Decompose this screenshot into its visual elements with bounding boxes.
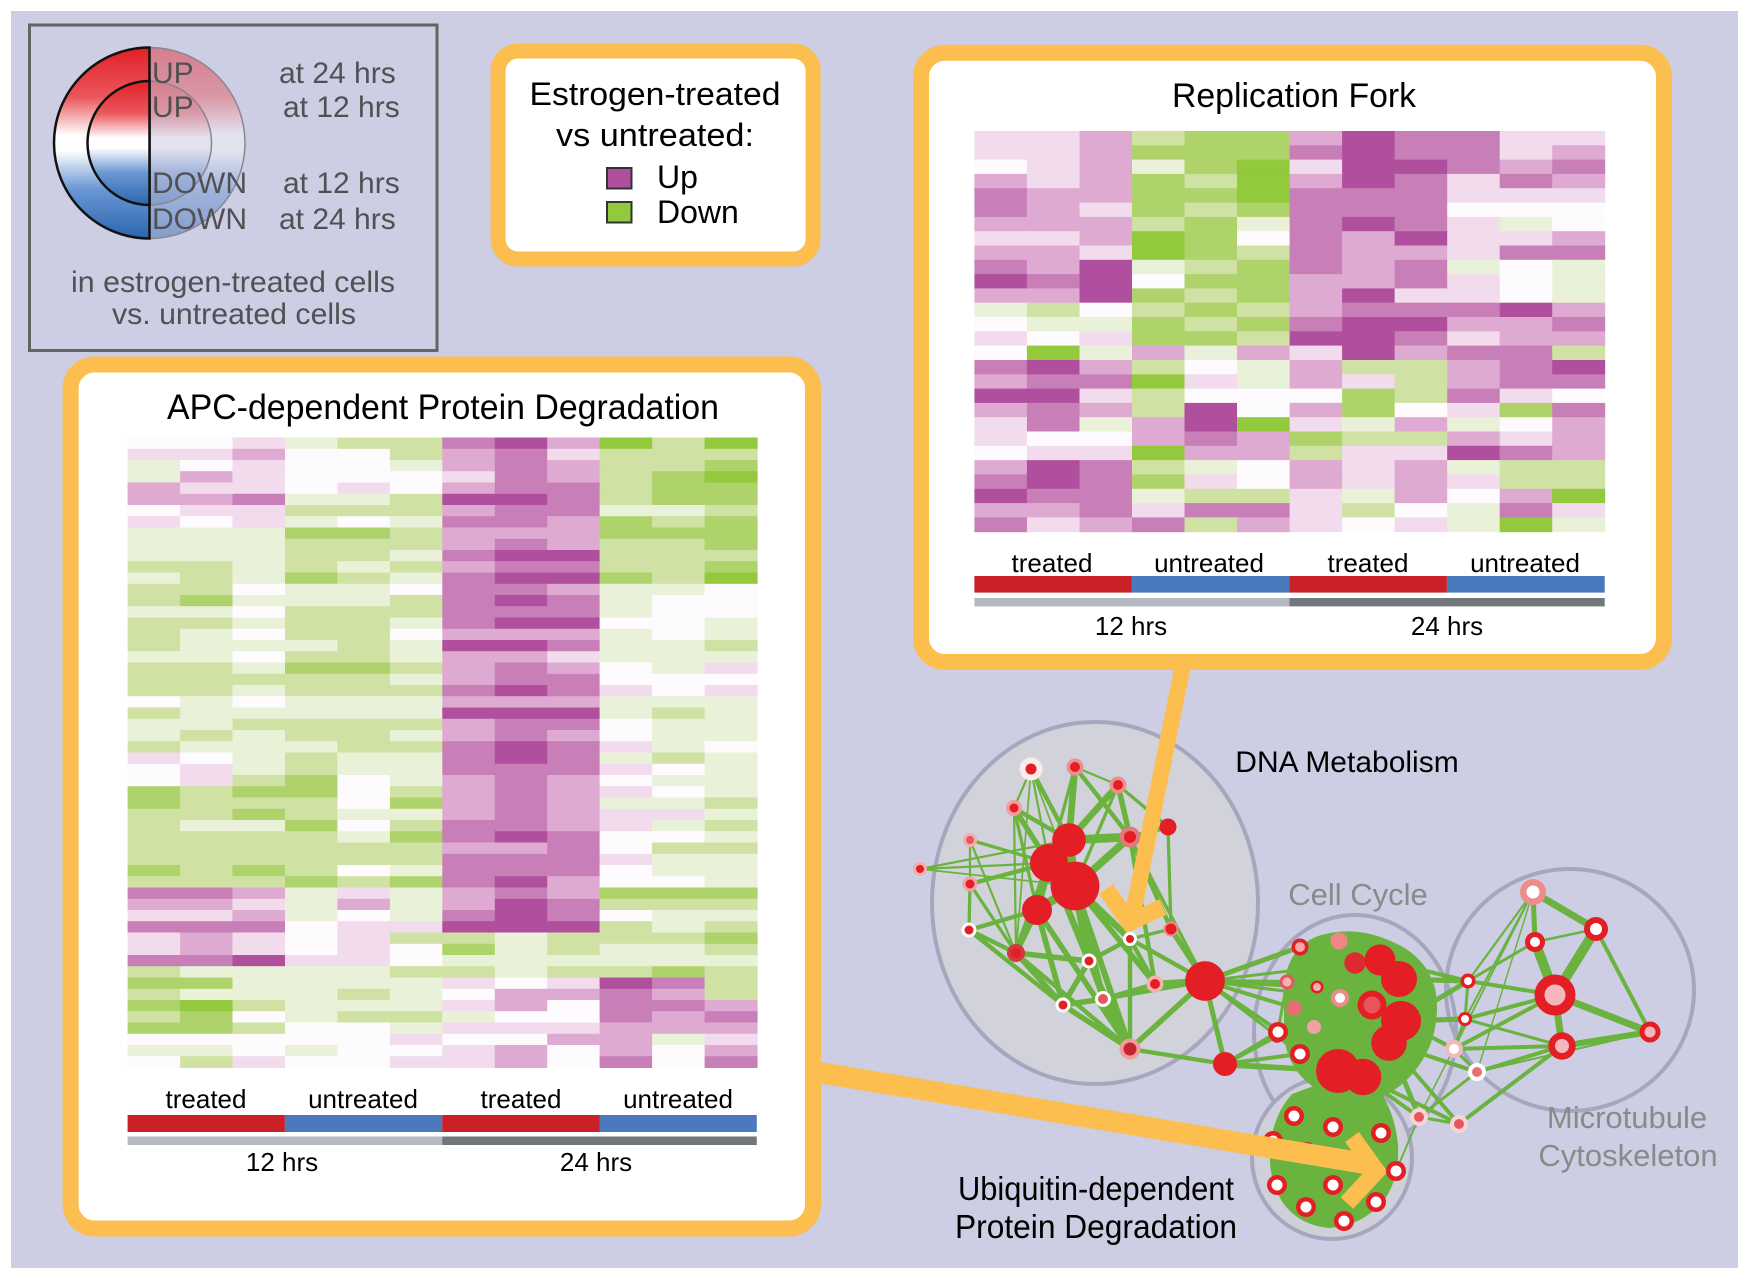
svg-text:Up: Up <box>657 159 698 195</box>
svg-text:untreated: untreated <box>1154 548 1264 578</box>
svg-text:at 24 hrs: at 24 hrs <box>279 57 396 90</box>
svg-text:12 hrs: 12 hrs <box>1095 611 1167 641</box>
svg-text:treated: treated <box>1328 548 1409 578</box>
svg-text:at 24 hrs: at 24 hrs <box>279 203 396 236</box>
svg-text:untreated: untreated <box>623 1084 733 1114</box>
svg-text:vs. untreated cells: vs. untreated cells <box>112 298 356 331</box>
svg-text:Estrogen-treated: Estrogen-treated <box>530 76 781 112</box>
svg-text:DNA Metabolism: DNA Metabolism <box>1235 746 1458 779</box>
svg-text:24 hrs: 24 hrs <box>560 1147 632 1177</box>
svg-text:DOWN: DOWN <box>152 203 247 236</box>
svg-text:treated: treated <box>1012 548 1093 578</box>
svg-text:in estrogen-treated cells: in estrogen-treated cells <box>71 266 395 299</box>
svg-text:Microtubule: Microtubule <box>1547 1100 1707 1135</box>
svg-text:Protein Degradation: Protein Degradation <box>955 1208 1237 1245</box>
svg-text:DOWN: DOWN <box>152 167 247 200</box>
svg-text:Ubiquitin-dependent: Ubiquitin-dependent <box>958 1170 1234 1207</box>
svg-text:treated: treated <box>166 1084 247 1114</box>
svg-text:untreated: untreated <box>308 1084 418 1114</box>
svg-text:Replication Fork: Replication Fork <box>1172 77 1417 115</box>
svg-text:Cytoskeleton: Cytoskeleton <box>1538 1138 1717 1173</box>
svg-text:at 12 hrs: at 12 hrs <box>283 167 400 200</box>
svg-text:treated: treated <box>481 1084 562 1114</box>
svg-text:Cell Cycle: Cell Cycle <box>1288 877 1428 912</box>
svg-text:UP: UP <box>152 91 194 124</box>
svg-text:at 12 hrs: at 12 hrs <box>283 91 400 124</box>
svg-text:12 hrs: 12 hrs <box>246 1147 318 1177</box>
svg-text:Down: Down <box>657 194 739 230</box>
svg-text:24 hrs: 24 hrs <box>1411 611 1483 641</box>
svg-text:UP: UP <box>152 57 194 90</box>
svg-text:APC-dependent Protein Degradat: APC-dependent Protein Degradation <box>167 388 719 427</box>
svg-text:vs untreated:: vs untreated: <box>556 117 754 153</box>
svg-text:untreated: untreated <box>1470 548 1580 578</box>
